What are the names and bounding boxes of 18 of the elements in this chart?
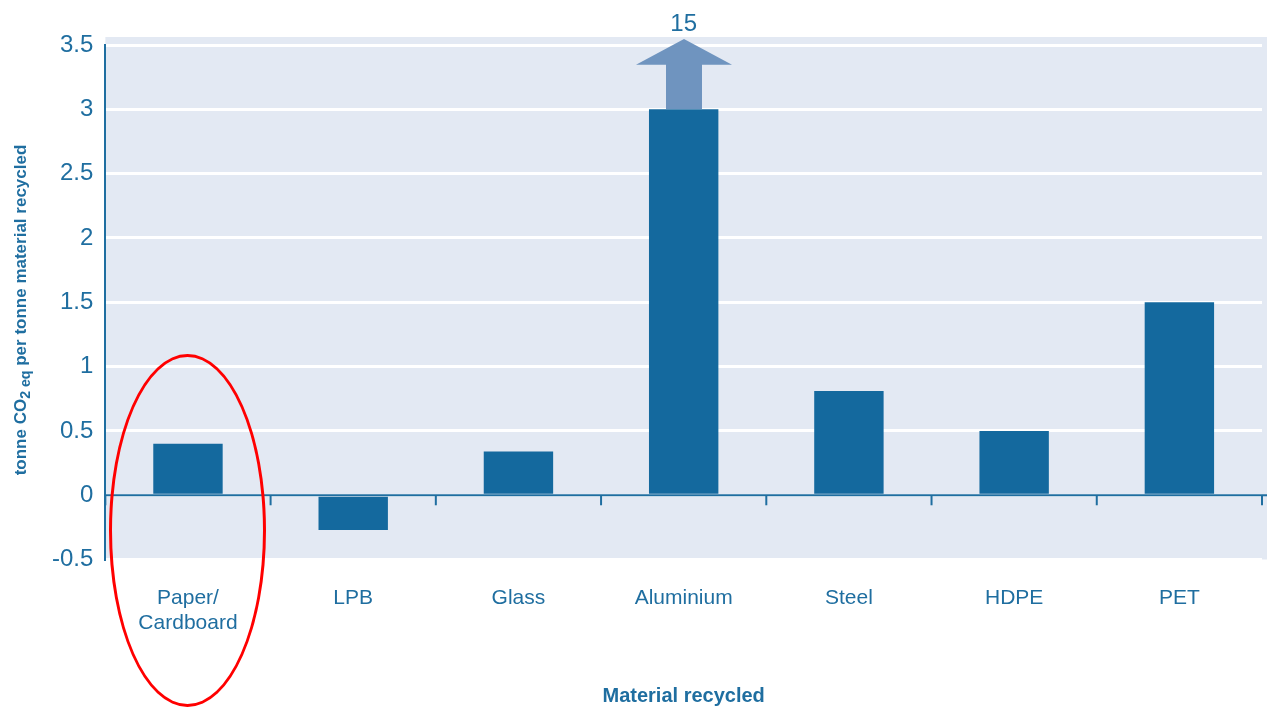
y-tick-label: 2 xyxy=(80,222,94,250)
x-tick-label: PET xyxy=(1158,585,1200,608)
y-tick-label: 3.5 xyxy=(59,29,94,57)
y-tick-label: 2.5 xyxy=(59,158,94,186)
x-tick-label: Glass xyxy=(491,585,546,608)
y-tick-label: 0 xyxy=(80,479,94,507)
y-tick-label: 1.5 xyxy=(59,286,94,314)
y-tick-label: -0.5 xyxy=(52,544,94,572)
y-tick-label: 0.5 xyxy=(59,415,94,443)
y-tick-label: 3 xyxy=(80,93,94,121)
x-tick-label: Steel xyxy=(824,585,873,608)
x-tick-label: Aluminium xyxy=(634,585,733,608)
x-tick-label: LPB xyxy=(333,585,374,608)
text: 15 xyxy=(670,9,698,37)
y-tick-label: 1 xyxy=(80,351,94,379)
x-tick-label: Paper/ Cardboard xyxy=(138,585,238,634)
x-axis-title: Material recycled xyxy=(602,683,765,706)
x-tick-label: HDPE xyxy=(984,585,1044,608)
